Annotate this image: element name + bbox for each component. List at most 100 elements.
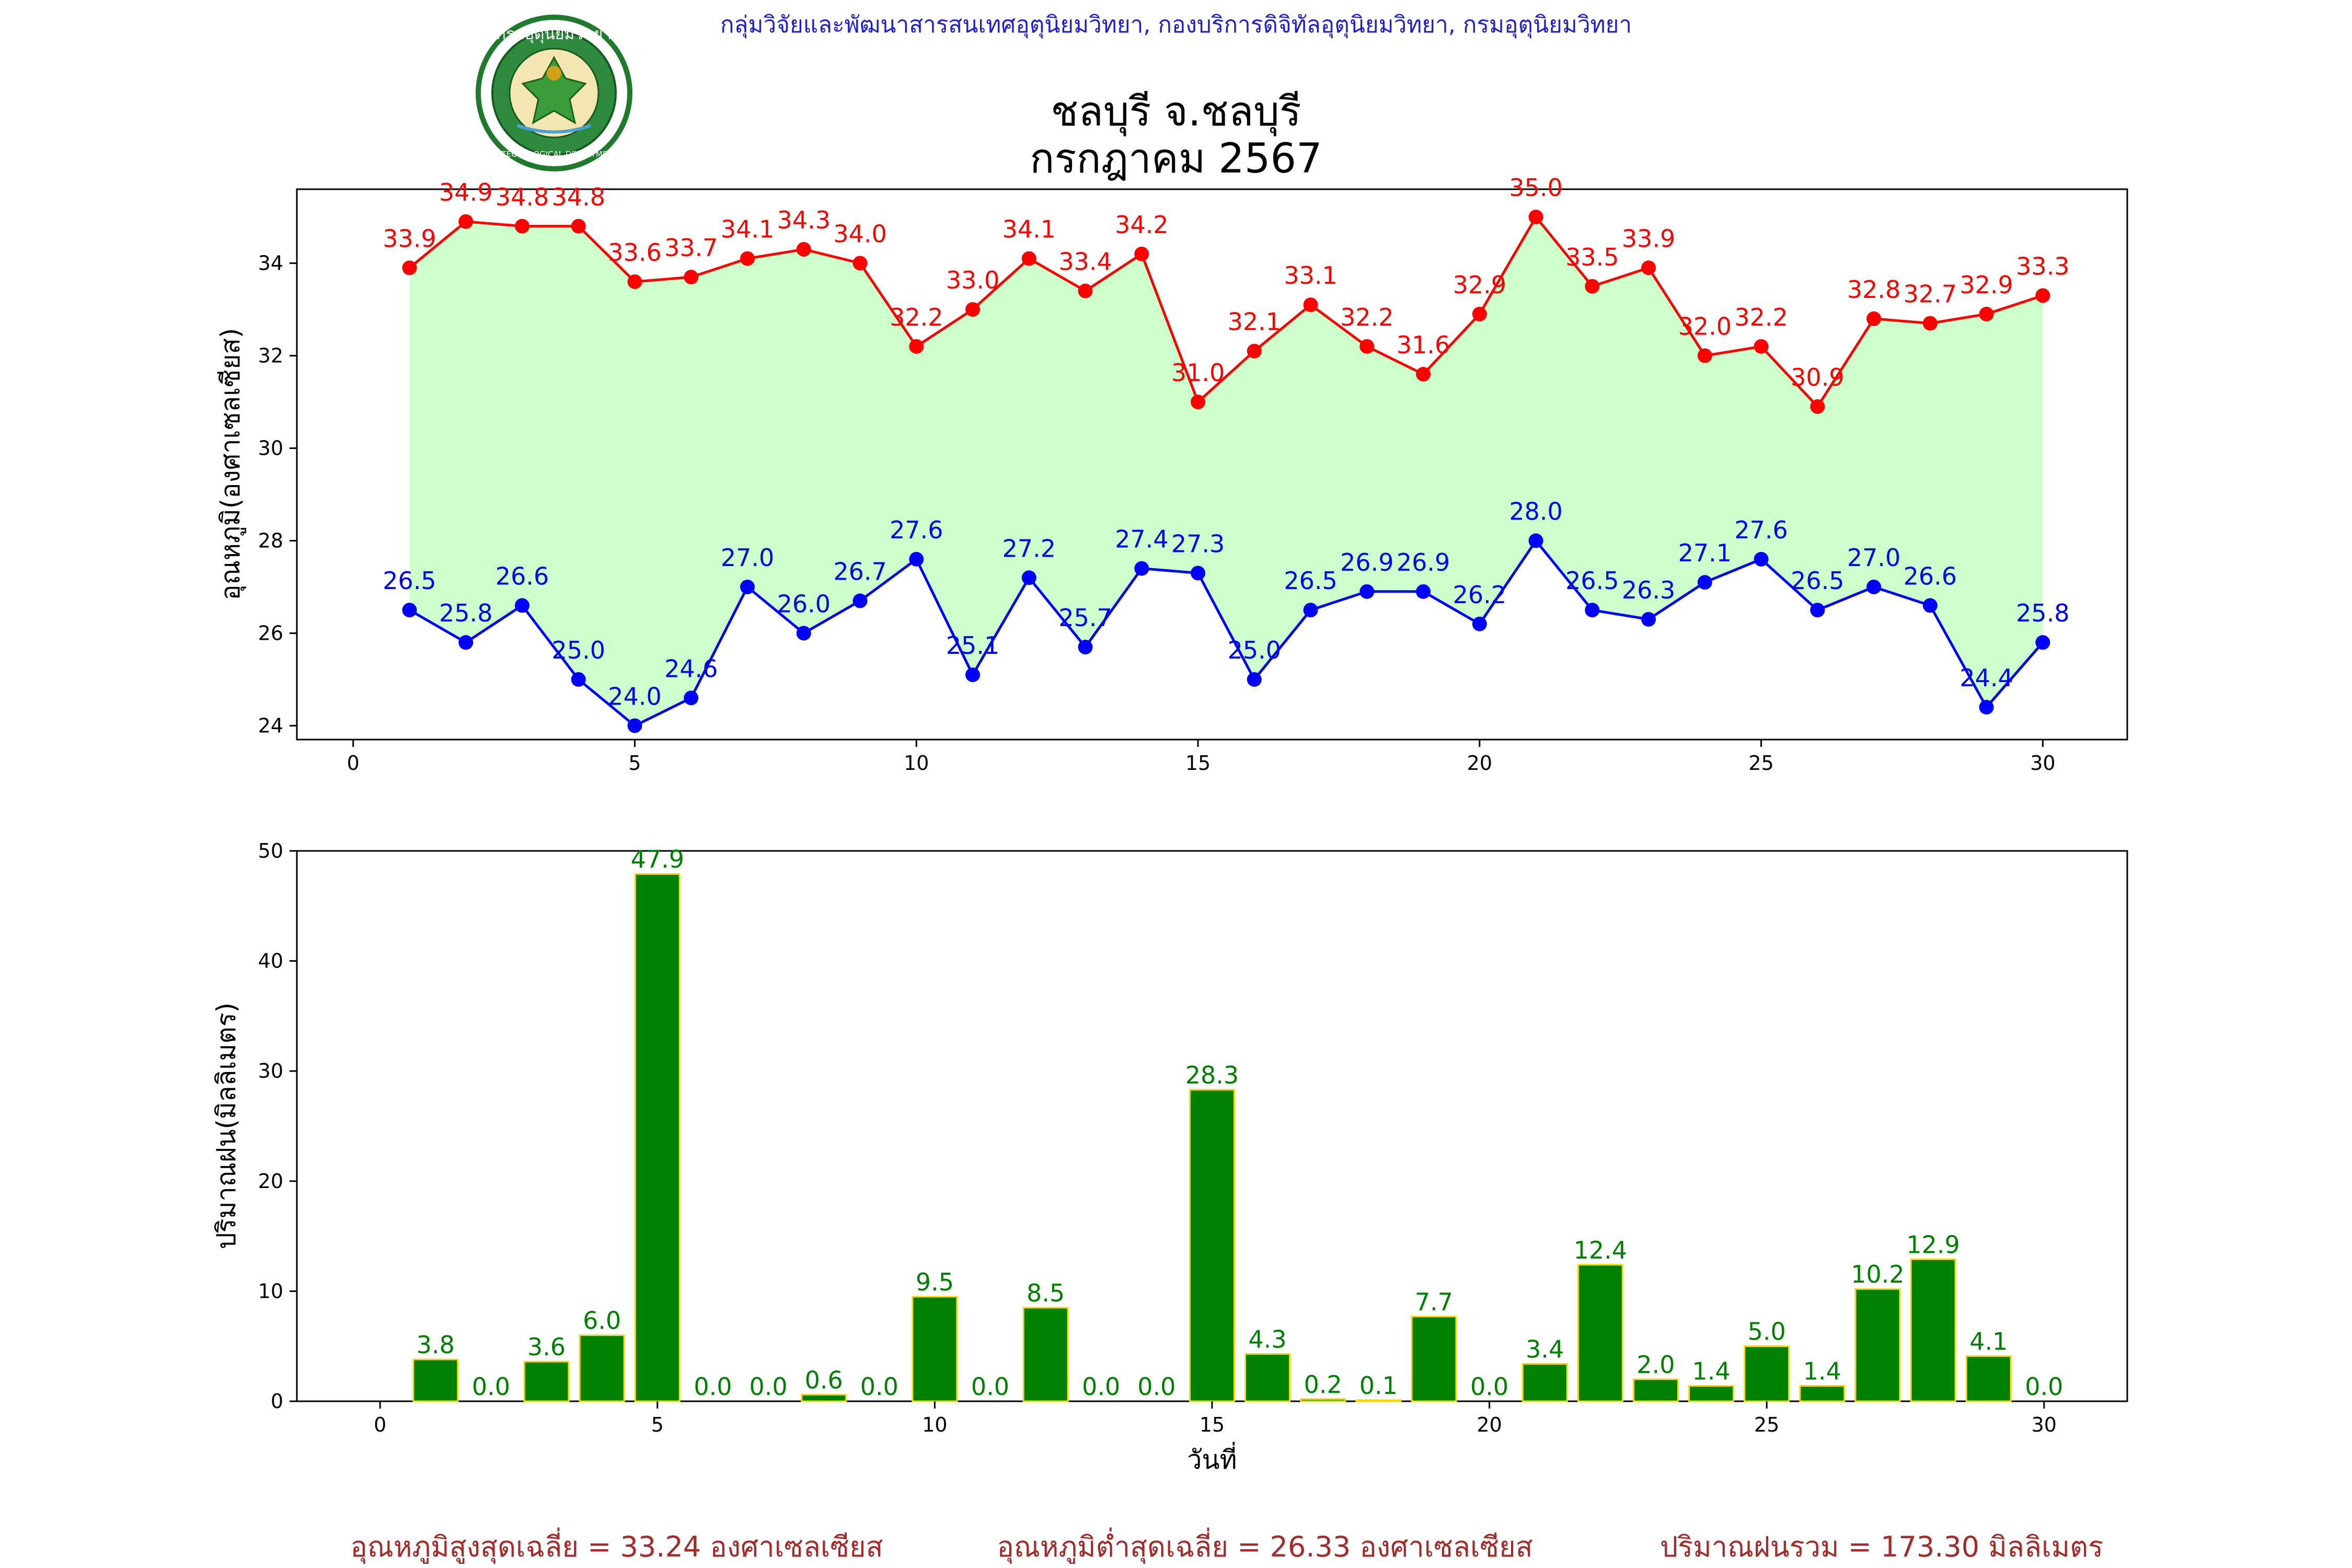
max-temp-label: 32.2: [1734, 303, 1788, 331]
rain-value-label: 2.0: [1636, 1351, 1675, 1379]
max-temp-point: [458, 214, 474, 229]
max-temp-point: [515, 218, 530, 234]
max-temp-point: [1979, 306, 1994, 321]
min-temp-label: 26.5: [383, 567, 436, 595]
rain-bar: [634, 873, 681, 1402]
rain-x-tick-label: 25: [1754, 1413, 1779, 1436]
max-temp-point: [1021, 251, 1036, 266]
min-temp-point: [1303, 603, 1318, 618]
temp-y-tick-label: 32: [258, 344, 283, 367]
logo-bottom-text: METEOROLOGICAL DEPARTMENT: [490, 149, 618, 159]
min-temp-point: [1979, 700, 1994, 715]
min-temp-label: 25.0: [552, 636, 605, 664]
rain-x-tick-label: 30: [2032, 1413, 2057, 1436]
max-temp-point: [796, 242, 811, 257]
rain-x-tick-label: 5: [651, 1413, 664, 1436]
rain-value-label: 0.1: [1359, 1371, 1398, 1400]
min-temp-point: [1021, 570, 1036, 585]
min-temp-point: [684, 690, 699, 706]
rain-value-label: 1.4: [1803, 1357, 1841, 1386]
rain-value-label: 0.0: [472, 1373, 510, 1401]
min-temp-label: 26.0: [777, 590, 831, 618]
min-temp-point: [1247, 672, 1262, 687]
rain-bar: [1799, 1385, 1846, 1402]
min-temp-point: [796, 626, 811, 641]
rain-bar: [1355, 1399, 1402, 1402]
rain-value-label: 4.1: [1969, 1328, 2008, 1356]
rain-value-label: 8.5: [1027, 1279, 1065, 1307]
rain-bar: [1411, 1316, 1457, 1402]
min-temp-point: [1754, 551, 1769, 567]
min-temp-point: [965, 667, 981, 683]
max-temp-point: [2035, 288, 2050, 303]
min-temp-label: 26.5: [1791, 567, 1844, 595]
min-temp-point: [627, 718, 642, 733]
temperature-panel: 33.934.9 34.8 34.833.6 33.734.1 34.3 34.032.2…: [215, 174, 2128, 775]
rain-value-label: 47.9: [631, 845, 684, 873]
rain-bar: [579, 1334, 625, 1402]
max-temp-point: [1359, 339, 1375, 354]
min-temp-point: [402, 603, 417, 618]
rain-value-label: 0.6: [805, 1366, 843, 1394]
rain-bar: [523, 1361, 570, 1402]
rain-bar: [1633, 1378, 1679, 1402]
min-temp-label: 26.9: [1340, 548, 1393, 577]
max-temp-point: [1303, 297, 1318, 313]
rain-x-tick-label: 0: [374, 1413, 386, 1436]
max-temp-point: [1866, 311, 1882, 326]
max-temp-label: 34.1: [721, 215, 774, 244]
min-temp-label: 24.0: [608, 682, 661, 710]
max-temp-label: 32.1: [1228, 308, 1281, 336]
temp-x-tick-label: 30: [2030, 752, 2055, 775]
max-temp-point: [402, 260, 417, 275]
rainfall-panel: 3.8 0.0 3.6 6.0 47.9 0.0 0.0 0.6 0.0 9.5 0.0 8.5 0.0…: [211, 839, 2128, 1475]
max-temp-label: 32.8: [1847, 275, 1900, 304]
min-temp-point: [1528, 533, 1543, 548]
min-temp-label: 26.9: [1397, 548, 1450, 577]
rain-value-label: 0.0: [694, 1373, 732, 1401]
rain-x-tick-label: 10: [922, 1413, 947, 1436]
rain-bar: [801, 1393, 847, 1402]
max-temp-label: 32.2: [1340, 303, 1393, 331]
max-temp-label: 32.9: [1453, 271, 1506, 299]
summary-avg-min: อุณหภูมิต่ำสุดเฉลี่ย = 26.33 องศาเซลเซีย…: [997, 1527, 1532, 1564]
min-temp-point: [1641, 612, 1656, 627]
min-temp-point: [1810, 603, 1825, 618]
max-temperature-line: [408, 214, 2044, 409]
rain-value-label: 10.2: [1851, 1260, 1904, 1288]
chart-title-line1: ชลบุรี จ.ชลบุรี: [1051, 88, 1301, 136]
rain-y-tick-label: 50: [258, 839, 283, 862]
max-temp-label: 34.0: [833, 220, 886, 248]
min-temp-label: 26.2: [1453, 581, 1506, 609]
max-temp-label: 31.0: [1171, 359, 1225, 387]
max-temp-point: [1191, 395, 1206, 410]
rain-value-label: 9.5: [916, 1268, 954, 1296]
max-temp-label: 33.6: [608, 238, 661, 267]
rain-bar: [1189, 1089, 1235, 1402]
rain-y-tick-label: 40: [258, 950, 283, 973]
min-temp-point: [2035, 635, 2050, 650]
rain-value-label: 0.0: [1082, 1373, 1120, 1401]
max-temp-point: [909, 339, 924, 354]
max-temp-point: [571, 218, 586, 234]
min-temp-label: 25.7: [1058, 604, 1112, 632]
rain-y-tick-label: 20: [258, 1170, 283, 1193]
max-temp-label: 34.1: [1002, 215, 1056, 244]
rain-value-label: 12.9: [1906, 1230, 1959, 1259]
rain-value-label: 0.0: [749, 1373, 787, 1401]
rain-value-label: 0.0: [860, 1373, 898, 1401]
min-temp-label: 25.0: [1228, 636, 1281, 664]
min-temp-point: [1697, 575, 1712, 590]
temperature-range-fill: [409, 217, 2043, 726]
rain-value-label: 28.3: [1185, 1061, 1239, 1089]
department-logo: กรมอุตุนิยมวิทยา METEOROLOGICAL DEPARTME…: [476, 15, 632, 171]
min-temp-point: [1359, 584, 1375, 599]
min-temp-label: 24.6: [664, 654, 718, 683]
rain-value-label: 3.8: [417, 1331, 455, 1359]
max-temp-label: 33.3: [2016, 252, 2069, 281]
rain-bar: [1910, 1258, 1956, 1402]
temp-x-tick-label: 20: [1467, 752, 1492, 775]
min-temp-label: 26.5: [1565, 567, 1619, 595]
rain-value-label: 1.4: [1692, 1357, 1731, 1386]
